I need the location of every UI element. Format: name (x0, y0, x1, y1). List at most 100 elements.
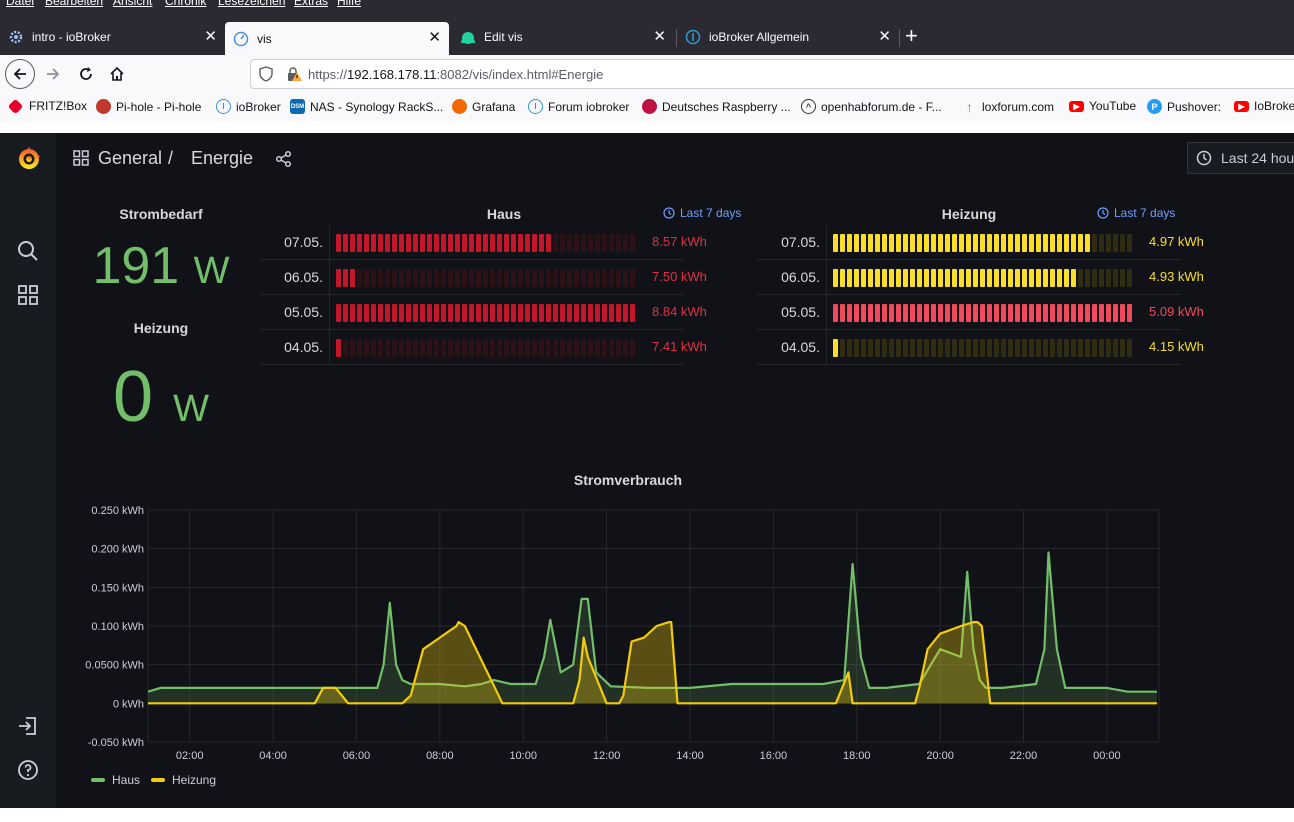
gauge-cell (483, 339, 488, 357)
gauge-cell (560, 304, 565, 322)
forward-button[interactable] (39, 60, 67, 88)
gauge-cell (364, 234, 369, 252)
bookmark-nas[interactable]: DSM NAS - Synology RackS... (290, 99, 443, 114)
gauge-cell (1085, 304, 1090, 322)
bookmark-grafana[interactable]: Grafana (452, 99, 515, 114)
gear-icon (8, 29, 24, 45)
time-range-picker[interactable]: Last 24 hours (1187, 142, 1294, 174)
shield-icon[interactable] (259, 66, 273, 85)
gauge-cell (574, 234, 579, 252)
bookmark-forum-iobroker[interactable]: I Forum iobroker (528, 99, 629, 114)
menu-ansicht[interactable]: Ansicht (113, 0, 153, 8)
bookmark-youtube[interactable]: ▶ YouTube (1069, 99, 1136, 113)
menu-bearbeiten[interactable]: Bearbeiten (45, 0, 104, 8)
tab-iobroker-allgemein[interactable]: ioBroker Allgemein ✕ (677, 23, 899, 51)
gauge-cell (399, 304, 404, 322)
close-tab-icon[interactable]: ✕ (204, 28, 217, 45)
breadcrumb-folder[interactable]: General (98, 148, 163, 168)
back-button[interactable] (5, 59, 35, 89)
side-menu (0, 133, 56, 808)
haus-time-range[interactable]: Last 7 days (663, 206, 741, 220)
gauge-cell (1099, 339, 1104, 357)
share-icon[interactable] (275, 150, 293, 171)
legend-haus[interactable]: Haus (91, 773, 140, 787)
row-value: 4.97 kWh (1149, 234, 1204, 249)
menu-chronik[interactable]: Chronik (165, 0, 207, 8)
bookmark-label: loxforum.com (982, 99, 1055, 114)
gauge-cell (1022, 234, 1027, 252)
gauge-cell (469, 339, 474, 357)
grafana-dashboard: General / Energie Last 24 hours Strombed… (0, 133, 1294, 808)
close-tab-icon[interactable]: ✕ (428, 29, 441, 46)
gauge-cell (868, 304, 873, 322)
close-tab-icon[interactable]: ✕ (653, 28, 666, 45)
x-tick-label: 18:00 (843, 750, 871, 762)
gauge-cell (623, 234, 628, 252)
sign-in-icon[interactable] (16, 714, 40, 738)
legend-heizung[interactable]: Heizung (151, 773, 216, 787)
bookmark-pushover[interactable]: P Pushover: (1147, 99, 1221, 114)
menu-extras[interactable]: Extras (294, 0, 329, 8)
gauge-cell (994, 304, 999, 322)
gauge-cell (574, 339, 579, 357)
gauge-cell (427, 269, 432, 287)
gauge-cell (910, 304, 915, 322)
gauge-cell (896, 304, 901, 322)
menu-hilfe[interactable]: Hilfe (337, 0, 362, 8)
menu-lesezeichen[interactable]: Lesezeichen (218, 0, 286, 8)
bookmark-raspberry[interactable]: Deutsches Raspberry ... (642, 99, 791, 114)
tab-vis[interactable]: vis ✕ (225, 22, 449, 55)
gauge-cell (1064, 304, 1069, 322)
bookmark-iobroker-yt[interactable]: ▶ IoBroker (1234, 99, 1294, 113)
search-icon[interactable] (16, 239, 40, 263)
gauge-cell (1050, 304, 1055, 322)
row-value: 4.93 kWh (1149, 269, 1204, 284)
home-button[interactable] (103, 60, 131, 88)
gauge-cells (336, 269, 637, 287)
gauge-cell (952, 234, 957, 252)
heizung-time-range[interactable]: Last 7 days (1097, 206, 1175, 220)
stat-strombedarf-value: 191 W (61, 240, 261, 292)
gauge-cell (1127, 304, 1132, 322)
menu-datei[interactable]: Datei (6, 0, 35, 8)
new-tab-icon[interactable]: + (905, 23, 918, 48)
bookmark-openhabforum[interactable]: ^ openhabforum.de - F... (801, 99, 942, 114)
gauge-cell (504, 269, 509, 287)
bookmark-label: FRITZ!Box (29, 99, 88, 113)
gauge-cell (413, 234, 418, 252)
insecure-lock-icon[interactable] (286, 66, 302, 85)
gauge-cell (476, 339, 481, 357)
gauge-cell (385, 304, 390, 322)
tab-edit-vis[interactable]: Edit vis ✕ (452, 23, 674, 51)
bookmark-fritzbox[interactable]: FRITZ!Box (7, 98, 88, 114)
tab-intro-iobroker[interactable]: intro - ioBroker ✕ (0, 23, 225, 51)
stromverbrauch-chart[interactable]: 0.250 kWh 0.200 kWh 0.150 kWh 0.100 kWh 0.05… (56, 493, 1176, 763)
gauge-cell (938, 269, 943, 287)
gauge-cell (385, 339, 390, 357)
dashboards-icon[interactable] (16, 283, 40, 307)
address-bar[interactable]: https://192.168.178.11:8082/vis/index.ht… (250, 59, 1294, 89)
dashboard-title[interactable]: Energie (191, 148, 254, 168)
gauge-cells (336, 339, 637, 357)
gauge-cell (1113, 304, 1118, 322)
bookmark-loxforum[interactable]: ↑ loxforum.com (962, 99, 1055, 115)
raspberry-icon (642, 99, 657, 114)
stat-heizung-value: 0 W (61, 361, 261, 433)
gauge-cell (987, 269, 992, 287)
stat-number: 191 (92, 237, 180, 295)
legend-swatch (151, 778, 165, 782)
gauge-cell (1085, 234, 1090, 252)
close-tab-icon[interactable]: ✕ (878, 28, 891, 45)
gauge-cell (882, 234, 887, 252)
grafana-logo-icon[interactable] (16, 146, 40, 170)
bar-gauge-row: 04.05. 4.15 kWh (757, 330, 1204, 365)
row-date: 07.05. (260, 225, 330, 259)
bookmark-pihole[interactable]: Pi-hole - Pi-hole (96, 99, 201, 114)
gauge-cell (910, 339, 915, 357)
help-icon[interactable] (16, 758, 40, 782)
gauge-cell (1008, 339, 1013, 357)
url-host: 192.168.178.11 (347, 67, 437, 82)
reload-button[interactable] (72, 60, 100, 88)
gauge-cell (1113, 269, 1118, 287)
